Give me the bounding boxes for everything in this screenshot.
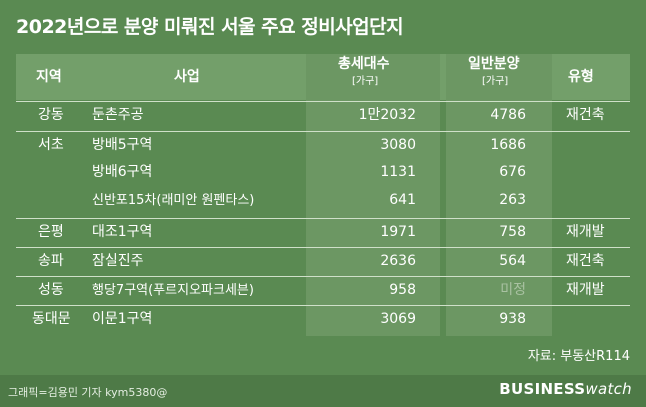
cell-total: 3080: [380, 137, 416, 153]
header-type: 유형: [568, 69, 594, 85]
cell-project: 행당7구역(푸르지오파크세븐): [92, 283, 254, 298]
cell-project: 신반포15차(래미안 원펜타스): [92, 193, 255, 208]
header-project: 사업: [174, 69, 200, 85]
table-row: 송파 잠실진주 2636 564 재건축: [16, 247, 630, 275]
table-row: 은평 대조1구역 1971 758 재개발: [16, 218, 630, 246]
header-region: 지역: [36, 69, 62, 85]
cell-general: 938: [499, 311, 526, 327]
source-note: 자료: 부동산R114: [527, 349, 630, 364]
logo-part-business: BUSINESS: [499, 380, 586, 398]
cell-region: 은평: [38, 224, 64, 240]
cell-project: 대조1구역: [92, 224, 153, 240]
table-row: 서초 방배5구역 3080 1686: [16, 131, 630, 159]
cell-total: 1만2032: [358, 107, 416, 123]
cell-total: 3069: [380, 311, 416, 327]
cell-project: 방배5구역: [92, 137, 153, 153]
cell-region: 송파: [38, 253, 64, 269]
logo-part-watch: watch: [585, 380, 632, 398]
table-row: 방배6구역 1131 676: [16, 159, 630, 186]
header-total-unit: [가구]: [352, 76, 379, 87]
cell-general: 758: [499, 224, 526, 240]
cell-total: 2636: [380, 253, 416, 269]
cell-region: 동대문: [32, 311, 71, 327]
cell-region: 서초: [38, 137, 64, 153]
cell-general: 1686: [490, 137, 526, 153]
cell-type: 재건축: [566, 107, 605, 123]
table-row: 강동 둔촌주공 1만2032 4786 재건축: [16, 101, 630, 129]
cell-type: 재개발: [566, 282, 605, 298]
header-total: 총세대수: [338, 56, 390, 72]
cell-region: 강동: [38, 107, 64, 123]
header-general: 일반분양: [468, 56, 520, 72]
cell-project: 이문1구역: [92, 311, 153, 327]
cell-general: 263: [499, 192, 526, 208]
header-general-unit: [가구]: [482, 76, 509, 87]
cell-total: 958: [389, 282, 416, 298]
cell-total: 1131: [380, 164, 416, 180]
footer-bar: [0, 375, 646, 407]
cell-general: 564: [499, 253, 526, 269]
cell-project: 잠실진주: [92, 253, 144, 269]
graphic-credit: 그래픽=김용민 기자 kym5380@: [8, 386, 168, 399]
cell-type: 재건축: [566, 253, 605, 269]
cell-type: 재개발: [566, 224, 605, 240]
cell-general: 미정: [500, 282, 526, 298]
cell-project: 방배6구역: [92, 164, 153, 180]
cell-project: 둔촌주공: [92, 107, 144, 123]
cell-general: 676: [499, 164, 526, 180]
cell-total: 1971: [380, 224, 416, 240]
table-row: 신반포15차(래미안 원펜타스) 641 263: [16, 187, 630, 214]
table-row: 성동 행당7구역(푸르지오파크세븐) 958 미정 재개발: [16, 276, 630, 304]
cell-region: 성동: [38, 282, 64, 298]
cell-general: 4786: [490, 107, 526, 123]
cell-total: 641: [389, 192, 416, 208]
table-row: 동대문 이문1구역 3069 938: [16, 305, 630, 333]
businesswatch-logo: BUSINESSwatch: [499, 380, 632, 398]
chart-title: 2022년으로 분양 미뤄진 서울 주요 정비사업단지: [16, 16, 404, 38]
